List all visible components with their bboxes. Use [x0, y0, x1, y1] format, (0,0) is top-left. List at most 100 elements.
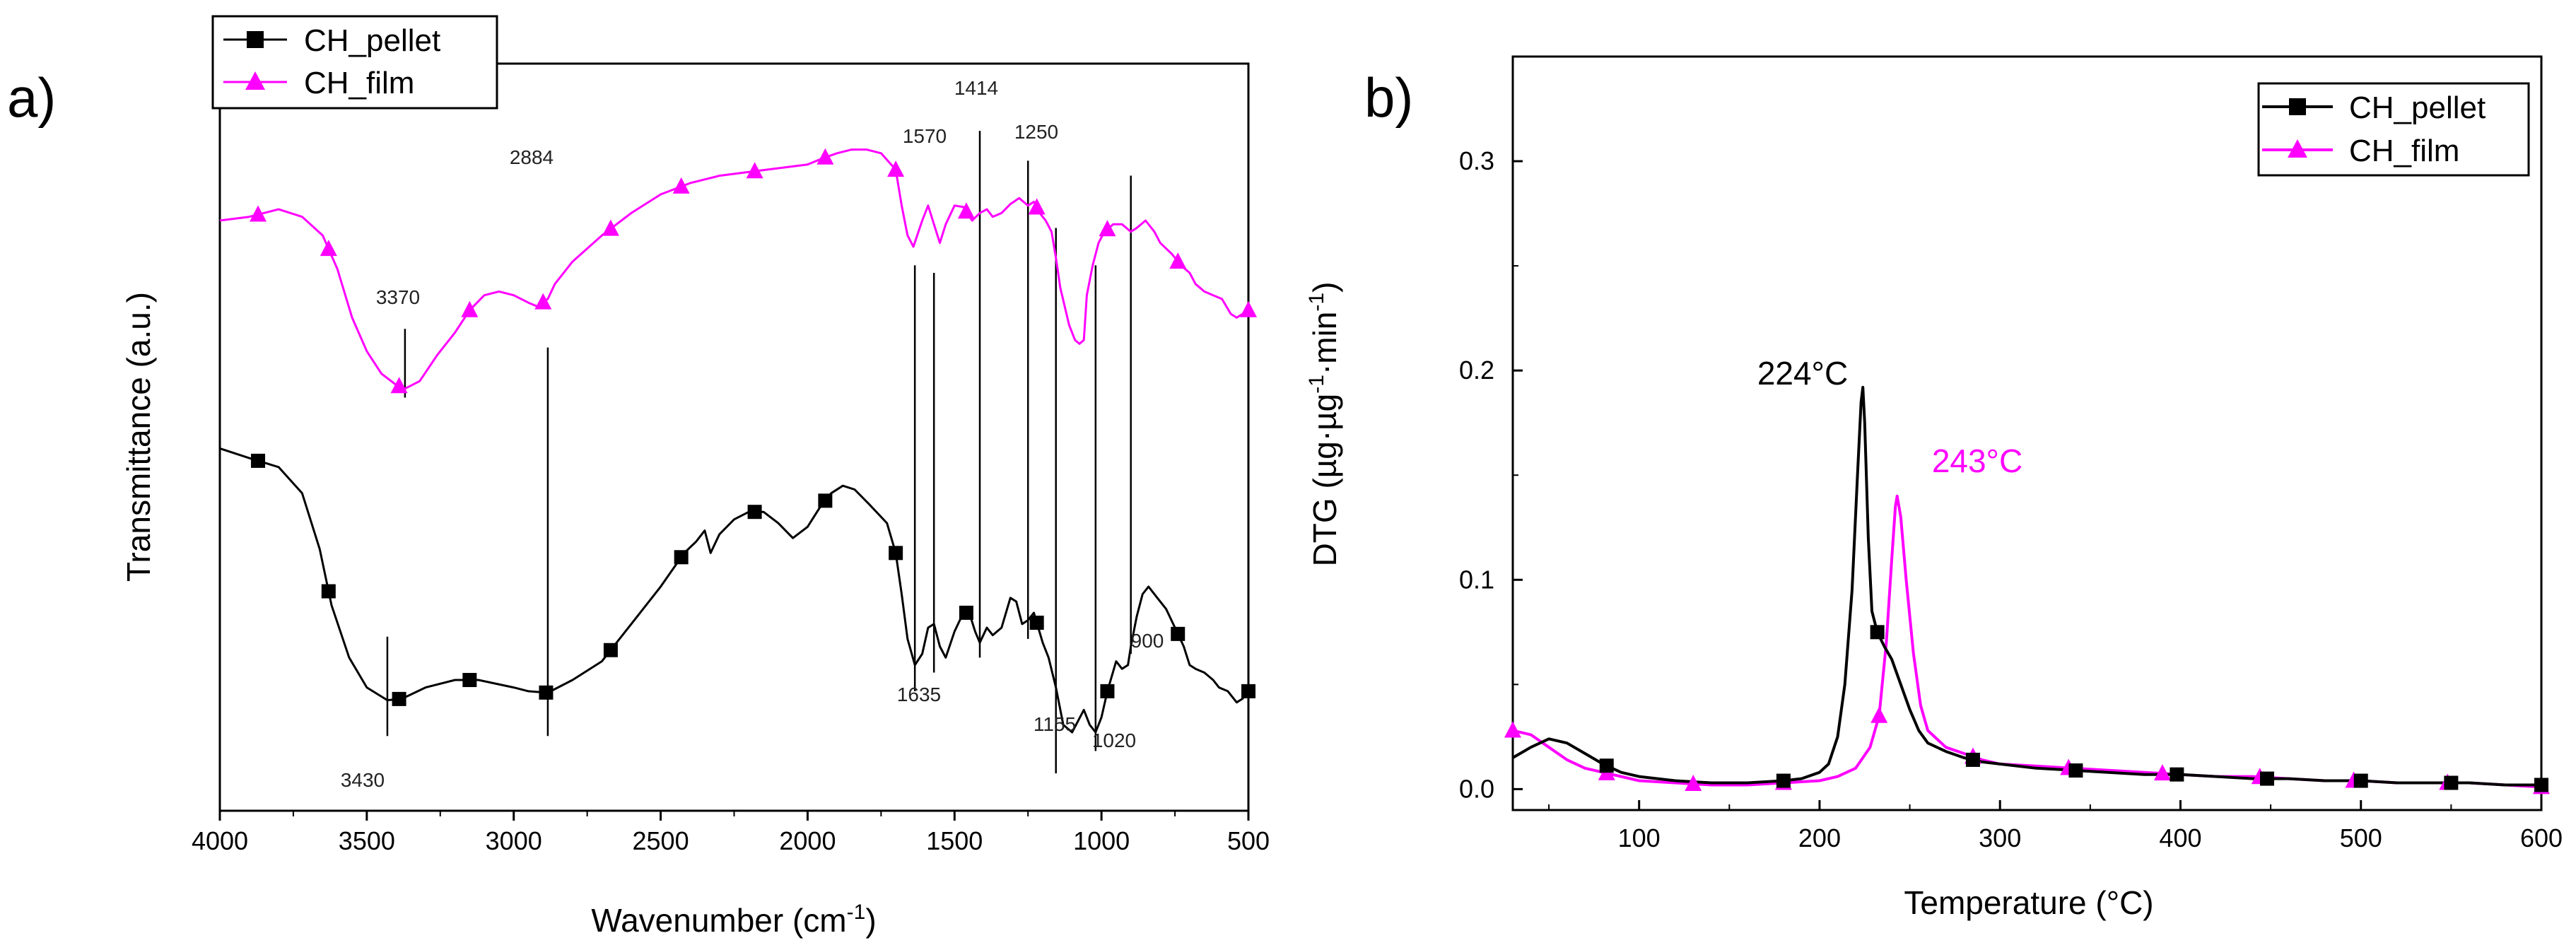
b-series-line-ch-pellet	[1511, 385, 2541, 787]
b-marker-ch-pellet-180	[1776, 773, 1791, 788]
marker-ch-film-2180	[746, 162, 763, 179]
b-marker-ch-pellet-232	[1870, 625, 1885, 640]
b-y-tick-label-0.2: 0.2	[1459, 356, 1494, 385]
legend-a-pellet-label: CH_pellet	[304, 23, 440, 58]
legend-b-pellet-marker	[2289, 98, 2306, 115]
marker-ch-pellet-740	[1171, 626, 1185, 641]
marker-ch-pellet-3390	[392, 691, 406, 706]
panel-b-x-axis-label: Temperature (°C)	[1904, 884, 2153, 921]
a-x-tick-label-3000: 3000	[486, 826, 542, 855]
marker-ch-film-980	[1099, 220, 1116, 237]
marker-ch-film-3630	[320, 240, 337, 257]
a-x-tick-label-1000: 1000	[1073, 826, 1130, 855]
a-x-tick-label-2000: 2000	[779, 826, 836, 855]
peak-label-243c: 243°C	[1932, 442, 2022, 479]
marker-ch-film-1700	[887, 160, 905, 177]
marker-ch-film-3390	[390, 377, 408, 394]
peak-label-1570: 1570	[903, 125, 947, 147]
peak-label-1414: 1414	[954, 77, 998, 99]
marker-ch-film-3870	[250, 205, 267, 222]
marker-ch-film-2670	[602, 219, 619, 236]
panel-a-peak-labels: 3430 2884 1635 1570 1414 1250 1155 1020 …	[341, 77, 1164, 791]
legend-a-film-label: CH_film	[304, 66, 414, 100]
panel-a-legend: CH_pellet CH_film	[211, 15, 498, 110]
marker-ch-film-1220	[1028, 198, 1046, 215]
panel-b-label: b)	[1364, 66, 1413, 129]
legend-a-pellet-marker	[247, 31, 264, 48]
b-marker-ch-pellet-398	[2170, 767, 2184, 782]
panel-a: a) 4000 3500 3000 2500 2000 1500 1000 500 3430 …	[7, 15, 1270, 939]
marker-ch-pellet-1940	[818, 493, 833, 508]
panel-b-tick-labels: 100 200 300 400 500 600 0.0 0.1 0.2 0.3	[1459, 146, 2563, 852]
peak-label-900: 900	[1131, 630, 1164, 652]
panel-a-x-tick-labels: 4000 3500 3000 2500 2000 1500 1000 500	[192, 826, 1270, 855]
panel-b-y-axis-label: DTG (µg·µg-1·min-1)	[1305, 282, 1343, 567]
panel-a-x-axis-label: Wavenumber (cm-1)	[591, 901, 876, 939]
series-line-ch-film	[219, 148, 1249, 390]
b-marker-ch-film-30	[1504, 721, 1521, 738]
panel-a-x-ticks	[218, 811, 1250, 821]
peak-label-1020: 1020	[1092, 729, 1136, 751]
b-marker-ch-film-233	[1870, 706, 1888, 723]
b-marker-ch-pellet-342	[2068, 763, 2083, 778]
b-y-tick-label-0: 0.0	[1459, 774, 1494, 803]
b-y-tick-label-0.1: 0.1	[1459, 565, 1494, 594]
marker-ch-film-740	[1169, 252, 1187, 269]
a-x-tick-label-4000: 4000	[192, 826, 248, 855]
marker-ch-pellet-3870	[251, 453, 266, 468]
b-x-tick-label-500: 500	[2340, 823, 2382, 852]
marker-ch-pellet-1220	[1029, 615, 1044, 630]
marker-ch-film-1940	[816, 148, 834, 165]
panel-b-legend: CH_pellet CH_film	[2257, 82, 2530, 177]
legend-b-film-marker	[2288, 139, 2307, 158]
peak-label-3370: 3370	[376, 286, 420, 308]
panel-a-markers	[250, 148, 1257, 706]
marker-ch-film-500	[1240, 300, 1257, 317]
marker-ch-pellet-2180	[747, 505, 762, 520]
legend-b-pellet-label: CH_pellet	[2349, 90, 2486, 125]
panel-a-peak-lines	[386, 131, 1132, 774]
marker-ch-pellet-3150	[462, 673, 477, 688]
marker-ch-pellet-3630	[321, 584, 336, 599]
marker-ch-film-2430	[672, 177, 690, 194]
legend-b-film-label: CH_film	[2349, 134, 2459, 168]
series-line-ch-pellet	[219, 447, 1250, 734]
marker-ch-pellet-2670	[603, 643, 618, 657]
b-x-tick-label-100: 100	[1618, 823, 1661, 852]
b-marker-ch-film-390	[2153, 764, 2171, 781]
peak-label-1250: 1250	[1014, 121, 1058, 143]
peak-label-1155: 1155	[1034, 713, 1076, 735]
legend-a-film-marker	[245, 71, 265, 90]
peak-label-1635: 1635	[897, 684, 941, 705]
panel-b-ticks	[1513, 160, 2543, 810]
panel-a-series	[219, 148, 1250, 734]
panel-b-plot-frame	[1511, 55, 2543, 811]
b-x-tick-label-300: 300	[1979, 823, 2021, 852]
panel-a-label: a)	[7, 66, 56, 129]
b-x-tick-label-400: 400	[2159, 823, 2201, 852]
b-marker-ch-pellet-82	[1599, 758, 1614, 773]
marker-ch-pellet-2430	[674, 550, 689, 565]
b-x-tick-label-200: 200	[1798, 823, 1841, 852]
a-x-tick-label-500: 500	[1227, 826, 1270, 855]
marker-ch-pellet-980	[1100, 684, 1115, 698]
a-x-tick-label-2500: 2500	[633, 826, 689, 855]
b-marker-ch-pellet-285	[1965, 752, 1980, 767]
marker-ch-pellet-1460	[959, 605, 973, 620]
marker-ch-pellet-2890	[539, 685, 554, 700]
b-marker-ch-pellet-500	[2353, 773, 2368, 788]
marker-ch-pellet-500	[1241, 684, 1255, 698]
peak-label-3430: 3430	[341, 769, 385, 791]
panel-b-markers	[1504, 625, 2550, 794]
panel-a-y-axis-label: Transmittance (a.u.)	[120, 292, 157, 582]
b-marker-ch-pellet-448	[2260, 771, 2274, 786]
marker-ch-film-1460	[957, 202, 975, 219]
b-marker-ch-pellet-600	[2534, 778, 2548, 792]
b-y-tick-label-0.3: 0.3	[1459, 146, 1494, 175]
b-x-tick-label-600: 600	[2520, 823, 2563, 852]
a-x-tick-label-3500: 3500	[339, 826, 395, 855]
b-marker-ch-pellet-550	[2444, 775, 2459, 790]
panel-b-series	[1511, 385, 2542, 789]
